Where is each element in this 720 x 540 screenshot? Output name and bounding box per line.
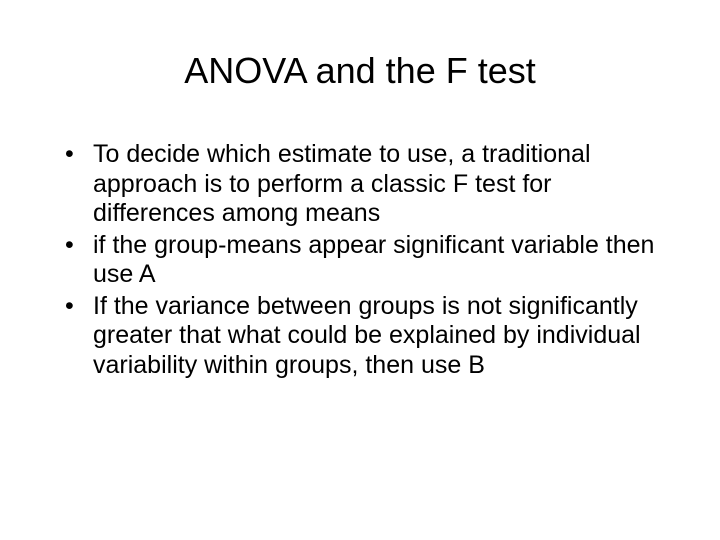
bullet-text: if the group-means appear significant va… bbox=[93, 231, 654, 289]
list-item: To decide which estimate to use, a tradi… bbox=[55, 140, 665, 229]
bullet-list: To decide which estimate to use, a tradi… bbox=[55, 140, 665, 380]
bullet-text: If the variance between groups is not si… bbox=[93, 292, 641, 379]
bullet-text: To decide which estimate to use, a tradi… bbox=[93, 140, 591, 227]
list-item: if the group-means appear significant va… bbox=[55, 231, 665, 290]
list-item: If the variance between groups is not si… bbox=[55, 292, 665, 381]
slide-title: ANOVA and the F test bbox=[55, 50, 665, 92]
